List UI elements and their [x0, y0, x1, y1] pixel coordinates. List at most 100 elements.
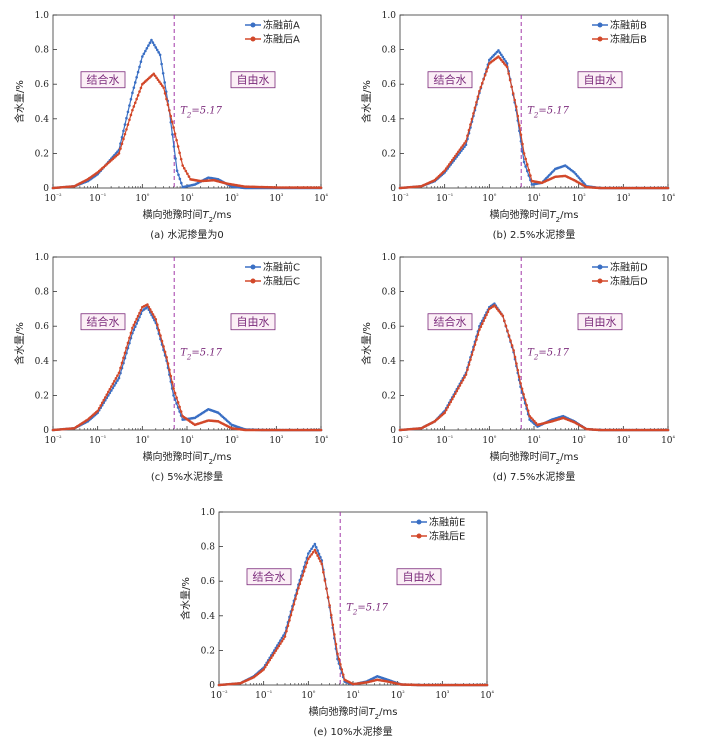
data-point: [482, 77, 485, 81]
data-point: [485, 70, 488, 73]
y-tick-label: 1.0: [382, 11, 397, 21]
t2-label: T2=5.17: [527, 348, 569, 362]
data-point: [458, 148, 462, 151]
data-point: [132, 328, 136, 332]
data-point: [302, 570, 306, 573]
data-point: [114, 381, 118, 385]
data-point: [299, 578, 303, 582]
data-point: [178, 151, 181, 155]
data-point: [295, 592, 299, 595]
legend-marker: [597, 264, 603, 270]
x-tick-label: 10⁻²: [391, 193, 409, 205]
data-point: [170, 120, 174, 124]
data-point: [573, 171, 576, 174]
free-water-label: 自由水: [577, 313, 623, 331]
data-point: [163, 81, 166, 84]
data-point: [480, 81, 484, 85]
legend-marker: [416, 519, 422, 525]
data-point: [534, 421, 538, 425]
data-point: [132, 323, 136, 327]
data-point: [174, 157, 177, 160]
x-tick-label: 10²: [225, 435, 239, 447]
data-point: [516, 114, 520, 118]
x-axis-title: 横向弛豫时间T2/ms: [309, 705, 398, 721]
data-point: [173, 132, 177, 136]
y-tick-label: 0.4: [382, 115, 397, 125]
x-tick-label: 10²: [391, 690, 405, 702]
x-tick-label: 10⁰: [135, 193, 149, 205]
data-point: [310, 553, 313, 556]
region-text: 结合水: [87, 73, 120, 87]
data-point: [455, 152, 459, 156]
data-point: [526, 409, 530, 412]
data-point: [501, 55, 505, 59]
y-axis-title: 含水量/%: [360, 80, 373, 123]
bound-water-label: 结合水: [427, 313, 473, 331]
data-point: [447, 403, 451, 406]
x-tick-label: 10¹: [527, 193, 541, 205]
legend-label: 冻融后C: [263, 275, 300, 288]
data-point: [319, 428, 323, 432]
data-point: [334, 642, 338, 646]
data-point: [313, 548, 317, 552]
legend-marker: [250, 36, 256, 42]
x-tick-label: 10²: [572, 435, 586, 447]
x-tick-label: 10³: [269, 193, 283, 205]
data-point: [277, 644, 281, 648]
x-tick-label: 10⁰: [482, 435, 496, 447]
panel-caption: (a) 水泥掺量为0: [150, 228, 223, 241]
data-point: [156, 78, 160, 82]
x-tick-label: 10¹: [527, 435, 541, 447]
data-point: [150, 310, 153, 314]
region-box: [427, 71, 473, 89]
data-point: [285, 629, 288, 633]
panel-b: 0 0.2 0.4 0.6 0.8 1.0 10⁻² 10⁻¹ 10⁰ 10¹ 10² 10³ 10⁴ 横…: [360, 11, 676, 241]
data-point: [504, 59, 507, 63]
data-point: [518, 124, 521, 127]
data-point: [475, 100, 478, 104]
x-tick-label: 10⁴: [314, 193, 328, 205]
data-point: [501, 60, 505, 64]
data-point: [482, 319, 485, 323]
data-point: [135, 317, 138, 321]
data-point: [268, 658, 272, 662]
data-point: [184, 169, 188, 173]
region-text: 结合水: [434, 73, 467, 87]
data-point: [308, 549, 312, 553]
data-point: [305, 561, 309, 565]
data-point: [497, 55, 500, 58]
legend-marker: [250, 264, 256, 270]
data-point: [126, 341, 130, 345]
data-point: [179, 410, 183, 413]
y-axis-title: 含水量/%: [13, 80, 26, 123]
data-point: [528, 414, 531, 418]
panel-caption: (c) 5%水泥掺量: [151, 470, 223, 483]
free-water-label: 自由水: [230, 313, 276, 331]
y-tick-label: 1.0: [35, 253, 50, 263]
data-point: [443, 169, 446, 172]
data-point: [138, 90, 141, 93]
data-point: [150, 38, 153, 42]
data-point: [156, 323, 159, 327]
data-point: [152, 72, 156, 76]
region-box: [396, 568, 442, 586]
data-point: [336, 652, 339, 656]
data-point: [122, 129, 125, 133]
data-point: [478, 328, 481, 331]
legend-marker: [416, 533, 422, 539]
data-point: [297, 586, 300, 590]
data-point: [521, 142, 524, 146]
x-tick-label: 10⁴: [314, 435, 328, 447]
data-point: [154, 46, 158, 49]
y-axis-title: 含水量/%: [360, 322, 373, 365]
data-point: [473, 106, 477, 110]
x-tick-label: 10²: [225, 193, 239, 205]
data-point: [163, 350, 167, 354]
y-tick-label: 0.2: [201, 646, 215, 656]
data-point: [160, 62, 163, 66]
region-box: [427, 313, 473, 331]
data-point: [153, 315, 156, 319]
x-tick-label: 10⁻²: [44, 193, 62, 205]
data-point: [286, 624, 290, 628]
data-point: [159, 82, 163, 86]
